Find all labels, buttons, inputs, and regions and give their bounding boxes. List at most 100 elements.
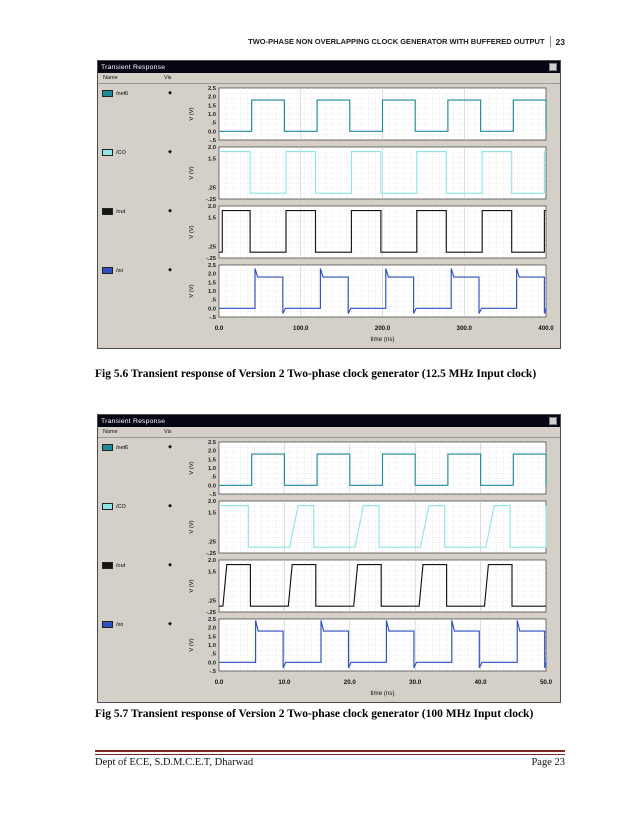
waveform-trace	[219, 151, 546, 194]
signal-name-label: /net6	[116, 444, 129, 451]
plot-grid	[219, 560, 546, 612]
figure-caption-5-7: Fig 5.7 Transient response of Version 2 …	[95, 708, 534, 720]
y-tick-label: 2.0	[208, 272, 216, 278]
legend-row: /net6 ◆	[102, 444, 184, 451]
figure-caption-5-6: Fig 5.6 Transient response of Version 2 …	[95, 368, 537, 380]
running-header: TWO-PHASE NON OVERLAPPING CLOCK GENERATO…	[95, 36, 565, 47]
x-tick-label: 100.0	[293, 325, 309, 332]
footer-page-number: Page 23	[531, 757, 565, 768]
signal-color-swatch	[102, 562, 113, 569]
plot-grid	[219, 147, 546, 199]
x-tick-label: 300.0	[457, 325, 473, 332]
plot-grid	[219, 206, 546, 258]
window-titlebar: Transient Response	[98, 415, 560, 427]
waveform-plots: V (V) 2.5 2.0 1.5 1.0 .5 0.0 -.5 V (V) 2.0 1.5 .25 -…	[186, 440, 560, 700]
footer-rule	[95, 750, 565, 755]
y-tick-label: 1.5	[208, 216, 217, 222]
waveform-trace	[219, 505, 547, 548]
header-page-number: 23	[555, 36, 565, 47]
y-tick-label: 2.5	[208, 263, 217, 269]
y-tick-label: -.5	[209, 669, 217, 674]
y-tick-label: 2.0	[208, 558, 216, 564]
y-tick-label: 1.0	[208, 289, 216, 295]
waveform-trace	[219, 620, 547, 669]
y-tick-label: .5	[211, 121, 217, 127]
name-column-header: Name	[103, 429, 118, 435]
window-titlebar: Transient Response	[98, 61, 560, 73]
visibility-diamond-icon: ◆	[168, 562, 172, 568]
signal-legend: /net6 ◆ /CO ◆ /out ◆ /xo ◆	[98, 86, 186, 346]
y-tick-label: -.5	[209, 492, 217, 497]
y-tick-label: .25	[208, 598, 217, 604]
visibility-diamond-icon: ◆	[168, 503, 172, 509]
y-tick-label: 0.0	[208, 660, 216, 666]
waveform-subplot: V (V) 2.5 2.0 1.5 1.0 .5 0.0 -.5	[189, 263, 547, 320]
y-tick-label: .5	[211, 298, 217, 304]
x-tick-label: 30.0	[409, 679, 422, 686]
y-tick-label: .25	[208, 244, 217, 250]
signal-color-swatch	[102, 267, 113, 274]
signal-name-label: /out	[116, 562, 126, 569]
footer-left-text: Dept of ECE, S.D.M.C.E.T, Dharwad	[95, 757, 254, 768]
y-tick-label: 2.0	[208, 204, 216, 210]
waveform-plots: V (V) 2.5 2.0 1.5 1.0 .5 0.0 -.5 V (V) 2.0 1.5 .25 -…	[186, 86, 560, 346]
waveform-trace	[219, 99, 547, 132]
y-axis-label: V (V)	[189, 284, 195, 297]
running-header-title: TWO-PHASE NON OVERLAPPING CLOCK GENERATO…	[248, 37, 545, 46]
y-tick-label: 2.0	[208, 626, 216, 632]
y-tick-label: -.25	[206, 197, 217, 202]
y-tick-label: 1.5	[208, 511, 217, 517]
visibility-diamond-icon: ◆	[168, 90, 172, 96]
y-tick-label: 1.5	[208, 157, 217, 163]
waveform-trace	[219, 564, 546, 607]
y-tick-label: 2.0	[208, 145, 216, 151]
x-tick-label: 0.0	[215, 325, 224, 332]
y-axis-label: V (V)	[189, 166, 195, 179]
y-axis-label: V (V)	[189, 520, 195, 533]
waveform-subplot: V (V) 2.0 1.5 .25 -.25	[189, 558, 547, 615]
y-tick-label: 2.0	[208, 499, 216, 505]
waveform-subplot: V (V) 2.0 1.5 .25 -.25	[189, 204, 547, 261]
y-tick-label: -.25	[206, 256, 217, 261]
header-divider	[549, 36, 551, 47]
legend-row: /CO ◆	[102, 503, 184, 510]
x-tick-label: 400.0	[538, 325, 554, 332]
signal-name-label: /xo	[116, 267, 124, 274]
y-tick-label: 0.0	[208, 483, 216, 489]
y-tick-label: 0.0	[208, 306, 216, 312]
waveform-subplot: V (V) 2.0 1.5 .25 -.25	[189, 145, 547, 202]
window-control-icon	[549, 63, 557, 71]
y-tick-label: .25	[208, 185, 217, 191]
window-title: Transient Response	[101, 63, 166, 71]
legend-row: /out ◆	[102, 208, 184, 215]
x-axis-label: time (ns)	[370, 690, 394, 697]
signal-name-label: /xo	[116, 621, 124, 628]
legend-column-headers: Name Vis	[98, 73, 560, 84]
visibility-diamond-icon: ◆	[168, 208, 172, 214]
signal-legend: /net6 ◆ /CO ◆ /out ◆ /xo ◆	[98, 440, 186, 700]
y-tick-label: .5	[211, 652, 217, 658]
y-tick-label: -.5	[209, 138, 217, 143]
signal-color-swatch	[102, 444, 113, 451]
x-tick-label: 10.0	[278, 679, 291, 686]
y-tick-label: 2.0	[208, 95, 216, 101]
vis-column-header: Vis	[164, 75, 172, 81]
waveform-subplot: V (V) 2.5 2.0 1.5 1.0 .5 0.0 -.5	[189, 86, 547, 143]
x-tick-label: 0.0	[215, 679, 224, 686]
y-tick-label: 0.0	[208, 129, 216, 135]
y-tick-label: 2.5	[208, 440, 217, 446]
x-tick-label: 20.0	[344, 679, 357, 686]
y-axis-label: V (V)	[189, 107, 195, 120]
signal-color-swatch	[102, 621, 113, 628]
waveform-trace	[219, 210, 546, 253]
vis-column-header: Vis	[164, 429, 172, 435]
legend-row: /out ◆	[102, 562, 184, 569]
y-axis-label: V (V)	[189, 461, 195, 474]
y-tick-label: -.25	[206, 551, 217, 556]
x-tick-label: 40.0	[475, 679, 488, 686]
y-tick-label: 2.5	[208, 86, 217, 92]
y-tick-label: 2.5	[208, 617, 217, 623]
legend-row: /CO ◆	[102, 149, 184, 156]
x-tick-label: 50.0	[540, 679, 553, 686]
